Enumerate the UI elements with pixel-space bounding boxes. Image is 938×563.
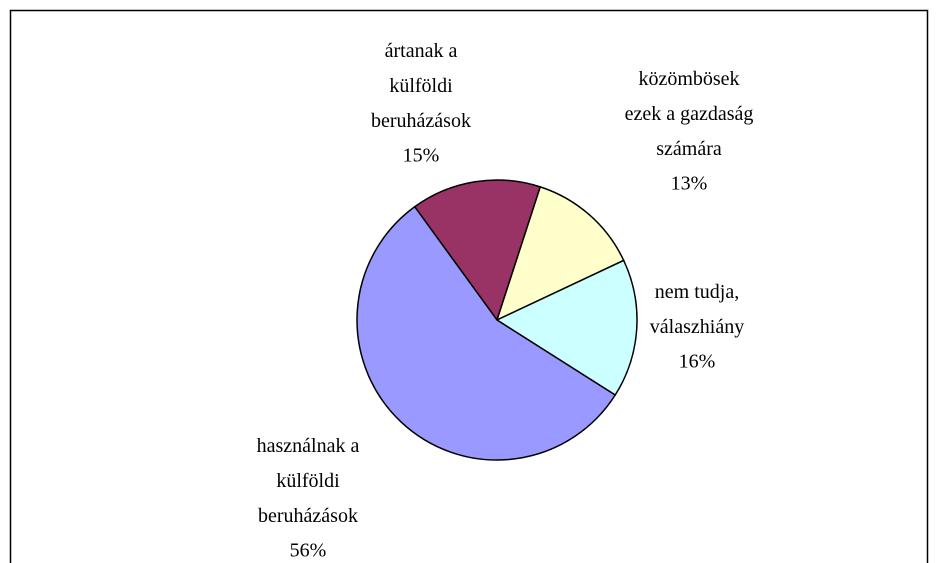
slice-label-line: nem tudja,: [655, 281, 739, 303]
slice-label-line: válaszhiány: [650, 316, 744, 338]
slice-label-line: számára: [656, 138, 722, 160]
slice-label-line: használnak a: [257, 435, 360, 457]
slice-label-line: beruházások: [258, 505, 358, 527]
slice-label: ártanak a külföldi beruházások: [371, 40, 471, 132]
pie-slice: [356, 205, 617, 461]
slice-label-line: beruházások: [371, 110, 471, 132]
slice-value-label: 56%: [290, 540, 327, 562]
slice-value-label: 15%: [403, 145, 440, 167]
pie-slice: [495, 259, 638, 397]
slice-label: nem tudja, válaszhiány: [650, 281, 744, 338]
slice-label-line: külföldi: [276, 470, 340, 492]
slice-label-line: külföldi: [389, 75, 453, 97]
slice-label-line: ártanak a: [385, 40, 458, 62]
pie-slice: [495, 185, 625, 322]
pie-slice: [413, 179, 542, 322]
slice-label-line: ezek a gazdaság: [625, 103, 754, 125]
slice-value-label: 16%: [679, 351, 716, 373]
slice-label-line: közömbösek: [638, 68, 739, 90]
slice-value-label: 13%: [671, 173, 708, 195]
slice-label: közömbösek ezek a gazdaság számára: [625, 68, 754, 160]
slice-label: használnak a külföldi beruházások: [257, 435, 360, 527]
